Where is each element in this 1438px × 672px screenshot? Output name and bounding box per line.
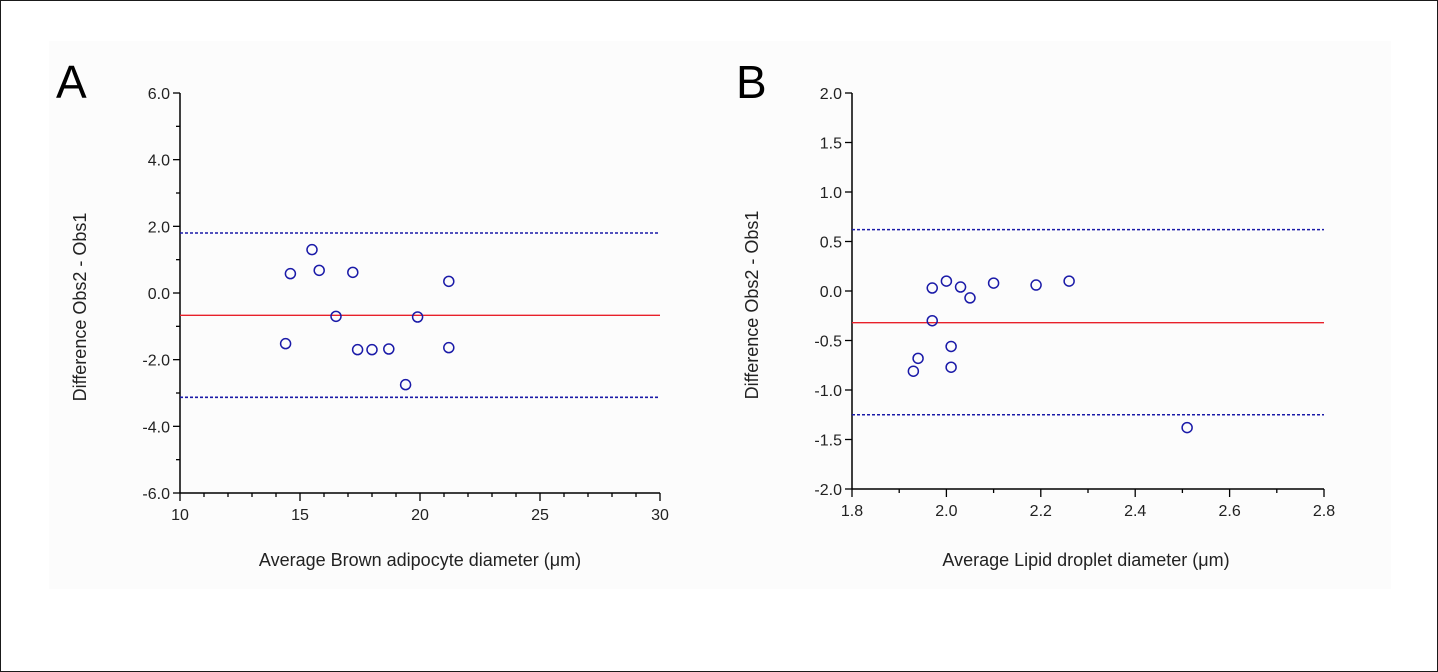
data-point [399, 378, 412, 391]
y-tick-label: -2.0 [814, 482, 842, 499]
data-point [366, 343, 378, 356]
data-point [313, 264, 325, 277]
y-tick-label: -0.5 [814, 334, 842, 351]
x-tick-label: 25 [531, 507, 549, 524]
data-point [284, 267, 297, 280]
x-axis-label: Average Lipid droplet diameter (μm) [942, 550, 1229, 570]
x-tick-label: 2.2 [1030, 503, 1052, 520]
x-tick-label: 10 [171, 507, 189, 524]
data-point [987, 277, 1000, 289]
data-point [383, 343, 395, 355]
y-tick-label: 0.0 [148, 286, 170, 303]
x-tick-label: 2.4 [1124, 503, 1146, 520]
y-tick-label: 0.0 [820, 284, 842, 301]
x-axis-label: Average Brown adipocyte diameter (μm) [259, 550, 581, 570]
data-point [945, 361, 957, 373]
chart-panel-a: A -6.0 -4.0 -2.0 0.0 2.0 4.0 6.0 10 15 20 25 30 Avera… [56, 56, 669, 570]
y-tick-label: 0.5 [820, 235, 842, 252]
panel-letter: B [736, 56, 767, 108]
panel-letter: A [56, 56, 87, 108]
y-tick-label: -6.0 [142, 486, 170, 503]
x-tick-label: 2.6 [1218, 503, 1240, 520]
y-tick-label: 2.0 [148, 219, 170, 236]
data-point [964, 292, 976, 304]
data-point [347, 266, 359, 279]
x-tick-label: 2.8 [1313, 503, 1335, 520]
data-point [945, 340, 957, 353]
y-tick-label: -4.0 [142, 419, 170, 436]
y-tick-label: -1.0 [814, 383, 842, 400]
data-point [940, 275, 953, 287]
x-tick-label: 1.8 [841, 503, 863, 520]
data-point [926, 282, 938, 294]
data-point [954, 281, 967, 293]
data-point [1181, 421, 1193, 434]
y-tick-label: 1.5 [820, 136, 842, 153]
y-tick-label: 1.0 [820, 185, 842, 202]
data-point [926, 314, 938, 327]
y-tick-label: 2.0 [820, 86, 842, 103]
data-point [443, 275, 455, 288]
x-tick-label: 2.0 [935, 503, 957, 520]
data-point [279, 337, 292, 350]
data-point [330, 310, 342, 323]
data-point [411, 311, 424, 323]
y-tick-label: 4.0 [148, 153, 170, 170]
chart-panel-b: B -2.0 -1.5 -1.0 -0.5 0.0 0.5 1.0 1.5 2.0 1.8 2.0 2.… [736, 56, 1335, 570]
data-point [1063, 275, 1075, 287]
x-tick-label: 30 [651, 507, 669, 524]
y-axis-label: Difference Obs2 - Obs1 [742, 211, 762, 400]
data-point [443, 341, 455, 354]
data-point [306, 243, 318, 256]
data-point [907, 365, 920, 377]
y-tick-label: -1.5 [814, 433, 842, 450]
data-point [351, 343, 364, 356]
data-point [912, 352, 924, 365]
x-tick-label: 20 [411, 507, 429, 524]
y-tick-label: 6.0 [148, 86, 170, 103]
y-axis-label: Difference Obs2 - Obs1 [70, 213, 90, 402]
y-tick-label: -2.0 [142, 353, 170, 370]
x-tick-label: 15 [291, 507, 309, 524]
data-point [1030, 279, 1042, 291]
